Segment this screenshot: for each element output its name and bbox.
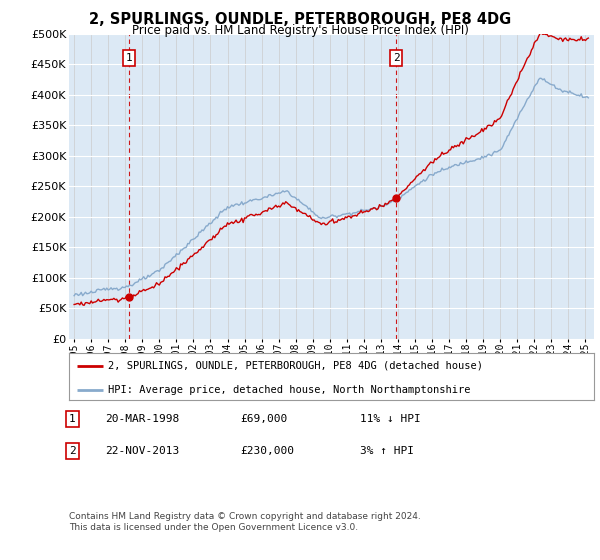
- Text: 2, SPURLINGS, OUNDLE, PETERBOROUGH, PE8 4DG: 2, SPURLINGS, OUNDLE, PETERBOROUGH, PE8 …: [89, 12, 511, 27]
- Text: 20-MAR-1998: 20-MAR-1998: [105, 414, 179, 424]
- Text: HPI: Average price, detached house, North Northamptonshire: HPI: Average price, detached house, Nort…: [109, 385, 471, 395]
- Text: 11% ↓ HPI: 11% ↓ HPI: [360, 414, 421, 424]
- Text: £69,000: £69,000: [240, 414, 287, 424]
- Text: 1: 1: [69, 414, 76, 424]
- Text: Contains HM Land Registry data © Crown copyright and database right 2024.
This d: Contains HM Land Registry data © Crown c…: [69, 512, 421, 532]
- Text: 22-NOV-2013: 22-NOV-2013: [105, 446, 179, 456]
- Text: Price paid vs. HM Land Registry's House Price Index (HPI): Price paid vs. HM Land Registry's House …: [131, 24, 469, 37]
- Text: 2: 2: [69, 446, 76, 456]
- Text: 2, SPURLINGS, OUNDLE, PETERBOROUGH, PE8 4DG (detached house): 2, SPURLINGS, OUNDLE, PETERBOROUGH, PE8 …: [109, 361, 484, 371]
- Text: 2: 2: [393, 53, 400, 63]
- Text: £230,000: £230,000: [240, 446, 294, 456]
- Text: 3% ↑ HPI: 3% ↑ HPI: [360, 446, 414, 456]
- Text: 1: 1: [125, 53, 133, 63]
